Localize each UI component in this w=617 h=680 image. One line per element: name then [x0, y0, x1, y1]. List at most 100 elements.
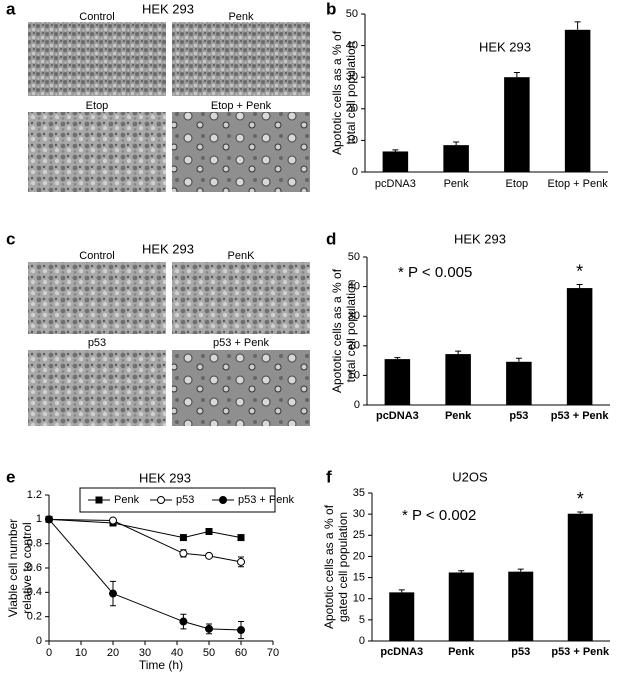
x-tick-label: pcDNA3 — [375, 178, 416, 190]
chart-title: HEK 293 — [139, 470, 191, 485]
x-tick-label: 10 — [75, 647, 87, 659]
image-caption: Control — [79, 250, 114, 262]
marker — [179, 549, 188, 558]
x-tick-label: p53 + Penk — [551, 410, 610, 422]
panel-label: f — [326, 467, 332, 486]
y-axis-label: Apototic cells as a % of — [330, 30, 344, 155]
marker — [109, 589, 117, 598]
x-tick-label: Penk — [448, 646, 475, 658]
y-tick-label: 0 — [36, 635, 42, 647]
y-tick-label: 20 — [353, 550, 365, 562]
y-tick-label: 30 — [348, 310, 360, 322]
micrograph — [28, 22, 166, 96]
image-caption: PenK — [228, 250, 256, 262]
y-axis-label: Apototic cells as a % of — [322, 504, 336, 629]
marker — [109, 516, 117, 525]
y-tick-label: 15 — [353, 571, 365, 583]
x-tick-label: 50 — [203, 647, 215, 659]
x-tick-label: 40 — [171, 647, 183, 659]
error-bar — [515, 357, 522, 362]
image-caption: Penk — [228, 11, 254, 23]
y-tick-label: 5 — [359, 614, 365, 626]
y-tick-label: 0.4 — [27, 586, 42, 598]
y-tick-label: 10 — [353, 593, 365, 605]
panel-label: c — [6, 229, 15, 248]
annotation: * P < 0.005 — [398, 264, 472, 281]
marker — [237, 557, 245, 566]
y-axis-label: total cell population — [344, 42, 358, 145]
chart-title: U2OS — [452, 469, 488, 484]
y-tick-label: 0.2 — [27, 611, 42, 623]
legend-label: p53 — [176, 494, 194, 506]
panel-title: HEK 293 — [142, 1, 194, 16]
chart-title: HEK 293 — [454, 231, 506, 246]
x-tick-label: 20 — [107, 647, 119, 659]
x-tick-label: Penk — [444, 178, 470, 190]
x-tick-label: 70 — [267, 647, 279, 659]
micrograph — [28, 262, 166, 334]
x-axis-label: Time (h) — [139, 658, 183, 672]
y-axis-label: gated cell population — [336, 512, 350, 622]
micrograph — [172, 350, 310, 426]
error-bar — [458, 570, 465, 573]
image-caption: p53 — [88, 337, 106, 349]
x-tick-label: p53 + Penk — [551, 646, 610, 658]
y-tick-label: 10 — [346, 134, 358, 146]
bar — [384, 359, 411, 405]
y-tick-label: 40 — [346, 40, 358, 52]
error-bar — [455, 350, 462, 355]
y-tick-label: 0 — [354, 399, 360, 411]
y-axis-label: Viable cell number — [6, 519, 20, 618]
x-tick-label: 30 — [139, 647, 151, 659]
y-tick-label: 35 — [353, 487, 365, 499]
error-bar — [398, 589, 405, 593]
y-tick-label: 20 — [346, 103, 358, 115]
legend-label: Penk — [114, 494, 140, 506]
marker — [205, 624, 213, 633]
bar — [564, 29, 591, 172]
x-tick-label: Penk — [445, 410, 472, 422]
micrograph — [172, 262, 310, 334]
marker — [179, 617, 188, 626]
marker — [205, 528, 213, 535]
significance-star: * — [577, 489, 584, 509]
y-tick-label: 0 — [352, 166, 358, 178]
x-tick-label: pcDNA3 — [376, 410, 419, 422]
image-caption: p53 + Penk — [213, 337, 269, 349]
y-axis-label: Apototic cells as a % of — [330, 268, 344, 393]
error-bar — [577, 511, 584, 514]
bar — [448, 572, 474, 641]
error-bar — [392, 149, 399, 152]
y-tick-label: 0.6 — [27, 562, 42, 574]
y-tick-label: 40 — [348, 281, 360, 293]
y-tick-label: 30 — [353, 508, 365, 520]
bar — [443, 145, 469, 172]
x-tick-label: p53 — [511, 646, 530, 658]
x-tick-label: 0 — [46, 647, 52, 659]
legend-marker — [95, 496, 103, 504]
error-bar — [576, 284, 583, 289]
y-tick-label: 50 — [346, 8, 358, 20]
panel-label: d — [326, 229, 336, 248]
marker — [237, 534, 245, 542]
micrograph — [28, 112, 166, 192]
y-tick-label: 50 — [348, 251, 360, 263]
marker — [45, 515, 53, 524]
bar — [506, 361, 532, 405]
bar — [504, 77, 530, 172]
y-tick-label: 0.8 — [27, 538, 42, 550]
bar — [567, 513, 593, 641]
x-tick-label: 60 — [235, 647, 247, 659]
x-tick-label: pcDNA3 — [380, 646, 423, 658]
image-caption: Etop + Penk — [211, 100, 272, 112]
bar — [445, 354, 471, 405]
x-tick-label: Etop + Penk — [548, 178, 609, 190]
x-tick-label: Etop — [506, 178, 529, 190]
panel-title: HEK 293 — [142, 241, 194, 256]
micrograph — [172, 112, 310, 192]
image-caption: Etop — [86, 100, 109, 112]
y-tick-label: 25 — [353, 529, 365, 541]
bar — [382, 151, 409, 172]
image-caption: Control — [79, 11, 114, 23]
